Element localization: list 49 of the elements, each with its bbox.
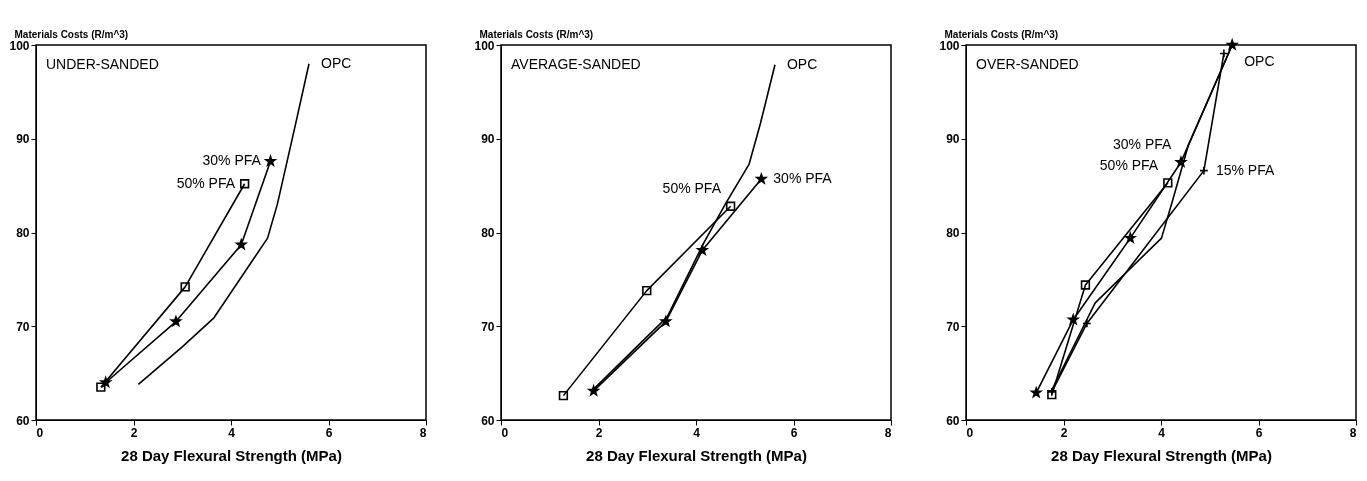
series-label: 30% PFA [202,152,262,169]
y-tick-label: 90 [946,132,960,147]
y-tick-label: 90 [481,132,495,147]
x-tick-label: 6 [325,425,333,440]
x-tick-label: 8 [1349,425,1357,440]
x-tick-label: 0 [501,425,509,440]
y-tick-label: 80 [946,226,960,240]
y-tick-label: 100 [9,38,30,53]
x-tick-label: 2 [130,425,138,440]
y-tick-label: 80 [16,226,30,240]
y-axis-title: Materials Costs (R/m^3) [479,28,594,40]
y-tick-label: 80 [481,226,495,240]
series-label: OPC [786,55,818,72]
series-label: 50% PFA [662,180,722,197]
y-tick-label: 100 [474,38,495,53]
x-tick-label: 6 [790,425,798,440]
y-tick-label: 70 [481,319,495,334]
y-tick-label: 70 [946,319,960,334]
y-tick-label: 100 [939,38,960,53]
series-label: 15% PFA [1215,161,1275,178]
x-tick-label: 2 [595,425,603,440]
y-axis-title: Materials Costs (R/m^3) [944,28,1059,40]
y-axis-title: Materials Costs (R/m^3) [14,28,129,40]
series-label: 30% PFA [773,170,833,187]
x-tick-label: 8 [419,425,427,440]
x-tick-label: 0 [966,425,974,440]
x-tick-label: 0 [36,425,44,440]
y-tick-label: 60 [16,413,30,428]
y-tick-label: 60 [946,413,960,428]
x-axis-title: 28 Day Flexural Strength (MPa) [586,446,807,464]
series-label: 50% PFA [176,174,236,191]
x-axis-title: 28 Day Flexural Strength (MPa) [121,446,342,464]
x-tick-label: 4 [228,425,236,440]
x-axis-title: 28 Day Flexural Strength (MPa) [1051,446,1272,464]
x-tick-label: 8 [884,425,892,440]
text: OVER-SANDED [976,56,1079,72]
y-tick-label: 60 [481,413,495,428]
series-label: 50% PFA [1099,156,1159,173]
series-label: OPC [321,54,352,71]
x-tick-label: 4 [693,425,701,440]
text: UNDER-SANDED [46,56,159,72]
x-tick-label: 2 [1060,425,1068,440]
text: AVERAGE-SANDED [511,56,641,72]
series-label: OPC [1244,53,1275,69]
y-tick-label: 70 [16,319,30,334]
x-tick-label: 4 [1158,425,1166,440]
y-tick-label: 90 [16,132,30,147]
series-label: 30% PFA [1112,136,1173,153]
x-tick-label: 6 [1255,425,1263,440]
